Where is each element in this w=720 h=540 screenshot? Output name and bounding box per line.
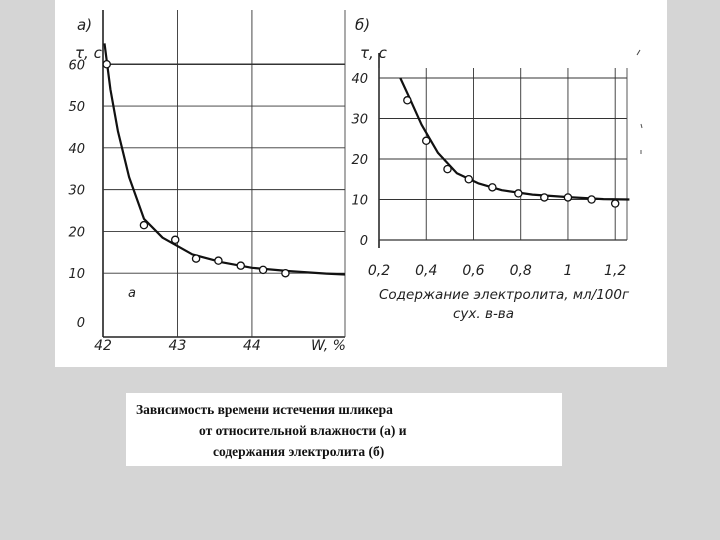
y-tick-label: 10: [68, 267, 85, 282]
y-axis-label: τ, с: [75, 44, 103, 62]
data-point: [488, 183, 497, 192]
data-point: [464, 174, 474, 184]
x-tick-label: 42: [94, 338, 112, 354]
data-point: [281, 268, 290, 278]
data-point: [610, 199, 620, 208]
charts-svg: 0 10 20 30 40 50 60 42 43 44 а) τ, с W, % а 0 10 20 30 40 0…: [68, 10, 643, 354]
caption-line-3: содержания электролита (б): [213, 444, 385, 459]
y-tick-label: 40: [68, 142, 85, 157]
figure-panel: 0 10 20 30 40 50 60 42 43 44 а) τ, с W, % а 0 10 20 30 40 0…: [55, 0, 667, 367]
data-point: [443, 164, 452, 174]
data-point: [587, 195, 596, 204]
data-point: [139, 220, 149, 230]
panel-label: б): [355, 16, 370, 34]
y-tick-label: 0: [360, 234, 368, 249]
figure-caption: Зависимость времени истечения шликера от…: [126, 393, 562, 466]
data-point: [170, 235, 180, 245]
x-axis-label-line2: сух. в-ва: [453, 306, 514, 322]
x-tick-label: 0,8: [510, 263, 532, 279]
y-tick-label: 20: [351, 153, 368, 168]
x-tick-label: 0,2: [368, 263, 390, 279]
y-tick-label: 0: [77, 316, 85, 331]
x-tick-label: 0,6: [462, 263, 484, 279]
data-point: [421, 136, 431, 146]
inner-curve-label: а: [128, 286, 136, 301]
data-point: [540, 193, 549, 202]
data-point: [563, 193, 573, 202]
y-axis-label: τ, с: [360, 44, 388, 62]
y-tick-label: 50: [68, 100, 85, 115]
data-point: [214, 256, 223, 265]
y-tick-label: 30: [68, 184, 85, 199]
x-axis-label: W, %: [311, 338, 346, 354]
y-tick-label: 40: [351, 72, 368, 87]
data-point: [514, 189, 523, 198]
series-curve: [399, 77, 630, 201]
panel-label: а): [77, 16, 92, 34]
data-point: [403, 96, 412, 105]
y-tick-label: 20: [68, 225, 85, 240]
data-point: [236, 261, 246, 270]
data-point: [191, 254, 201, 263]
scan-mark: [636, 49, 641, 56]
x-tick-label: 44: [243, 338, 261, 354]
x-tick-label: 43: [169, 338, 187, 354]
y-tick-label: 10: [351, 194, 368, 209]
x-tick-label: 1: [563, 263, 572, 279]
x-axis-label-line1: Содержание электролита, мл/100г: [379, 287, 630, 303]
data-point: [102, 60, 111, 69]
caption-line-1: Зависимость времени истечения шликера: [136, 402, 393, 417]
caption-line-2: от относительной влажности (а) и: [199, 423, 407, 438]
data-point: [258, 265, 268, 275]
y-tick-label: 30: [351, 113, 368, 128]
series-curve: [103, 43, 346, 276]
x-tick-label: 0,4: [415, 263, 437, 279]
scan-mark: [640, 123, 643, 129]
y-tick-label: 60: [68, 58, 85, 73]
x-tick-label: 1,2: [604, 263, 626, 279]
